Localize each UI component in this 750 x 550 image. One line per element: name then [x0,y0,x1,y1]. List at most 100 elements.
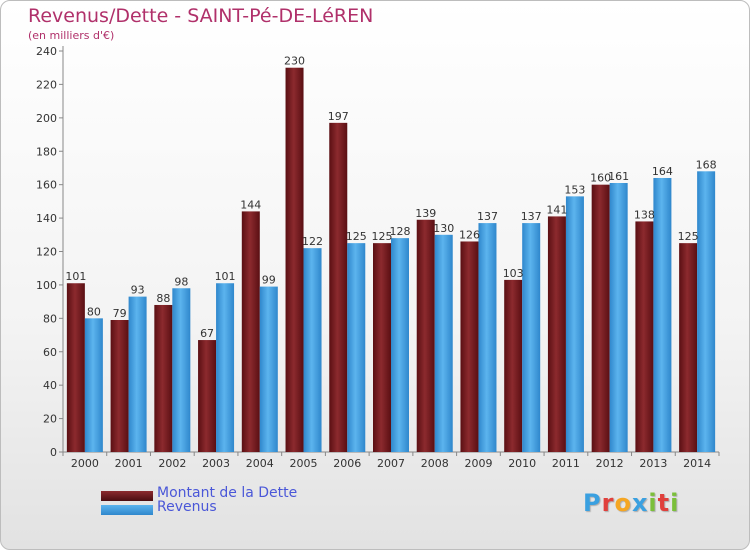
data-label: 126 [459,228,480,241]
bar-revenus [347,243,366,452]
bar-revenus [565,196,584,452]
x-tick-label: 2011 [552,457,580,470]
bar-dette [635,221,654,452]
chart-subtitle: (en milliers d'€) [28,29,115,42]
data-label: 138 [634,208,655,221]
logo-letter: x [631,489,649,517]
data-label: 125 [346,230,367,243]
bar-revenus [478,223,497,452]
bar-revenus [697,171,716,453]
data-label: 137 [477,210,498,223]
bar-dette [241,211,260,452]
bar-dette [110,320,129,452]
y-tick-label: 180 [36,145,57,158]
bar-revenus [303,248,322,452]
data-label: 125 [678,230,699,243]
y-tick-label: 240 [36,45,57,58]
y-tick-label: 0 [50,446,57,459]
x-tick-label: 2014 [683,457,711,470]
data-label: 98 [174,275,188,288]
data-label: 125 [372,230,393,243]
bar-revenus [391,238,409,452]
bar-dette [504,279,523,452]
y-tick-label: 120 [36,246,57,259]
x-tick-label: 2003 [202,457,230,470]
bar-revenus [172,288,191,452]
data-label: 168 [696,158,717,171]
bar-revenus [522,223,541,452]
data-label: 99 [262,274,276,287]
y-tick-label: 20 [43,413,57,426]
x-tick-label: 2009 [464,457,492,470]
data-label: 164 [652,165,673,178]
data-label: 128 [390,225,411,238]
data-label: 122 [302,235,323,248]
data-label: 139 [415,207,436,220]
logo-letter: i [648,489,658,517]
y-tick-label: 40 [43,379,57,392]
logo-letter: o [614,489,632,517]
x-tick-label: 2001 [115,457,143,470]
bar-dette [591,184,610,452]
data-label: 103 [503,267,524,280]
x-tick-label: 2010 [508,457,536,470]
y-tick-label: 220 [36,78,57,91]
bar-dette [66,283,85,452]
data-label: 153 [564,183,585,196]
data-label: 230 [284,55,305,68]
legend-label-dette: Montant de la Dette [157,485,298,501]
x-tick-label: 2013 [639,457,667,470]
data-label: 137 [521,210,542,223]
logo-letter: r [601,489,615,517]
bar-dette [373,243,391,452]
bar-dette [547,216,566,452]
x-tick-label: 2008 [421,457,449,470]
bar-dette [198,340,217,452]
y-tick-label: 140 [36,212,57,225]
data-label: 67 [200,327,214,340]
bar-revenus [216,283,235,452]
data-label: 130 [433,222,454,235]
data-label: 101 [215,270,236,283]
data-label: 161 [608,170,629,183]
bar-revenus [128,296,147,452]
data-label: 197 [328,110,349,123]
chart-title: Revenus/Dette - SAINT-Pé-DE-LéREN [28,5,374,27]
data-label: 101 [65,270,86,283]
x-tick-label: 2007 [377,457,405,470]
x-tick-label: 2004 [246,457,274,470]
proxiti-logo: Proxiti [583,489,679,517]
y-tick-label: 60 [43,346,57,359]
x-tick-label: 2005 [290,457,318,470]
data-label: 80 [87,305,101,318]
bar-dette [285,67,304,452]
bar-revenus [434,234,453,452]
y-tick-label: 80 [43,312,57,325]
data-label: 141 [546,203,567,216]
data-label: 93 [131,284,145,297]
logo-letter: P [583,489,602,517]
x-tick-label: 2000 [71,457,99,470]
logo-letter: i [670,489,680,517]
bar-dette [329,122,348,453]
bar-revenus [653,177,672,452]
data-label: 79 [113,307,127,320]
data-label: 144 [240,198,261,211]
bar-revenus [84,318,103,452]
y-tick-label: 100 [36,279,57,292]
bar-revenus [609,182,628,452]
bar-revenus [259,286,278,452]
legend-swatch-dette [101,491,153,501]
x-tick-label: 2012 [596,457,624,470]
x-tick-label: 2006 [333,457,361,470]
y-tick-label: 160 [36,179,57,192]
legend-swatch-revenus [101,505,153,515]
bar-dette [154,304,173,452]
legend-label-revenus: Revenus [157,499,217,515]
y-tick-label: 200 [36,112,57,125]
data-label: 160 [590,172,611,185]
bar-dette [416,219,435,452]
bar-dette [679,243,698,452]
